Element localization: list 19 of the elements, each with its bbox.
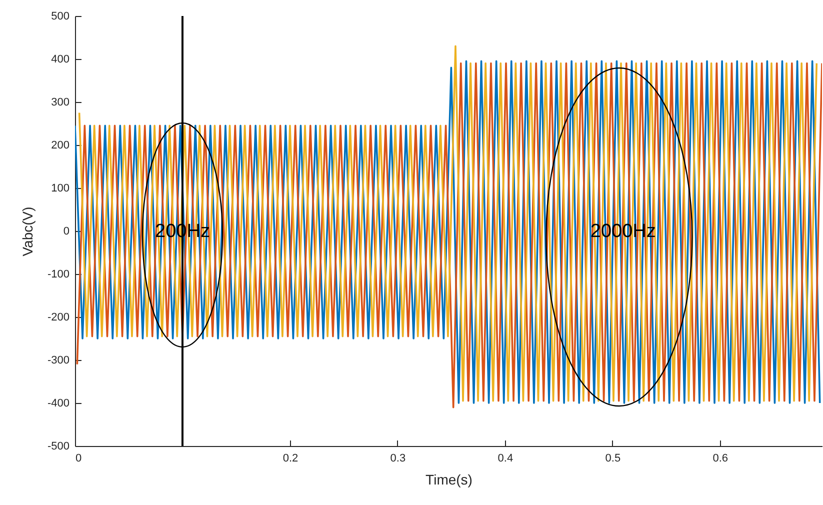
y-tick-label: -300 bbox=[47, 354, 70, 366]
x-tick-label: 0.3 bbox=[390, 452, 406, 464]
x-axis-title: Time(s) bbox=[426, 472, 472, 488]
x-tick-label: 0.2 bbox=[282, 452, 298, 464]
y-tick-label: -500 bbox=[47, 440, 70, 452]
y-tick-label: 400 bbox=[51, 54, 70, 66]
y-axis-title: Vabc(V) bbox=[19, 206, 36, 256]
y-tick-label: -200 bbox=[47, 312, 70, 324]
y-tick-label: -100 bbox=[47, 268, 70, 280]
x-tick-label: 0.5 bbox=[605, 452, 621, 464]
y-tick-label: -400 bbox=[47, 398, 70, 410]
y-tick-label: 0 bbox=[63, 226, 70, 238]
y-tick-label: 300 bbox=[51, 96, 70, 108]
y-tick-label: 500 bbox=[51, 10, 70, 22]
x-tick-label: 0 bbox=[76, 452, 82, 464]
x-tick-label: 0.6 bbox=[712, 452, 728, 464]
x-tick-label: 0.4 bbox=[498, 452, 514, 464]
y-tick-label: 200 bbox=[51, 140, 70, 152]
y-tick-label: 100 bbox=[51, 182, 70, 194]
